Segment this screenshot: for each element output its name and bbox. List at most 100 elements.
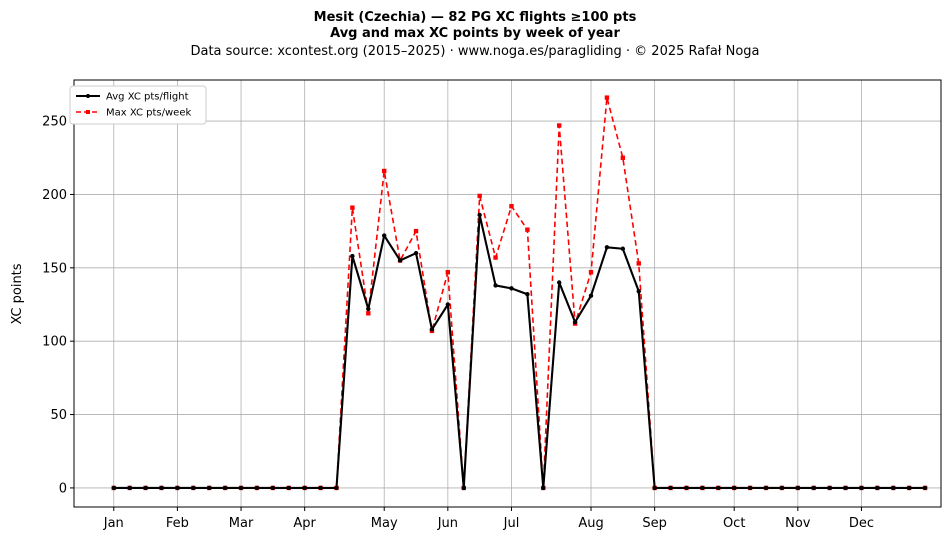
- avg-point: [302, 485, 307, 491]
- legend-box: [69, 85, 207, 125]
- avg-point: [509, 286, 514, 291]
- max-point: [588, 270, 594, 275]
- avg-point: [891, 485, 896, 491]
- x-tick-label-aug: Aug: [578, 516, 603, 531]
- max-point: [366, 311, 371, 316]
- avg-point: [700, 485, 705, 491]
- x-tick-label-dec: Dec: [849, 516, 874, 531]
- avg-point: [493, 283, 498, 288]
- avg-point: [461, 485, 466, 491]
- x-tick-label-jul: Jul: [503, 516, 520, 531]
- grid: [74, 80, 941, 507]
- legend-max-label: Max XC pts/week: [106, 108, 191, 119]
- max-point: [413, 228, 419, 234]
- avg-point: [620, 246, 626, 251]
- x-tick-label-oct: Oct: [723, 516, 745, 531]
- avg-point: [859, 485, 864, 491]
- y-tick-label: 150: [42, 261, 67, 276]
- axes: 0 50 100 150 200 250 Jan Feb Mar Apr May Jun Jul Aug S…: [42, 115, 874, 531]
- x-tick-label-mar: Mar: [229, 516, 254, 531]
- avg-point: [604, 245, 610, 250]
- avg-point: [922, 485, 928, 491]
- avg-point: [429, 327, 435, 332]
- max-point: [382, 168, 387, 174]
- avg-point: [827, 485, 832, 491]
- chart-subtitle: Data source: xcontest.org (2015–2025) · …: [190, 44, 759, 59]
- y-tick-label: 100: [42, 335, 67, 350]
- plot-frame: [73, 79, 942, 508]
- avg-point: [382, 233, 387, 238]
- x-tick-label-sep: Sep: [642, 516, 667, 531]
- avg-point: [318, 485, 323, 491]
- legend-avg-label: Avg XC pts/flight: [106, 92, 189, 103]
- avg-point: [127, 485, 132, 491]
- avg-point: [525, 292, 530, 297]
- avg-point: [477, 212, 482, 218]
- avg-point: [668, 485, 673, 491]
- avg-point: [397, 258, 403, 263]
- max-point: [557, 123, 562, 128]
- avg-point: [175, 485, 180, 491]
- x-tick-label-apr: Apr: [293, 516, 316, 531]
- avg-point: [334, 485, 339, 491]
- x-tick-label-feb: Feb: [166, 516, 189, 531]
- avg-point: [747, 485, 753, 491]
- chart-title-line1: Mesit (Czechia) — 82 PG XC flights ≥100 …: [314, 10, 637, 25]
- avg-point: [541, 485, 546, 491]
- avg-point: [652, 485, 657, 491]
- max-point: [350, 205, 355, 210]
- avg-point: [716, 485, 721, 491]
- legend-avg-marker: [86, 94, 90, 98]
- avg-point: [413, 250, 419, 256]
- max-point: [636, 261, 641, 266]
- x-tick-label-jan: Jan: [103, 516, 124, 531]
- y-tick-label: 200: [42, 188, 67, 203]
- y-axis-label: XC points: [10, 263, 25, 324]
- x-tick-label-jun: Jun: [437, 516, 458, 531]
- avg-point: [111, 485, 116, 491]
- avg-point: [159, 485, 164, 491]
- max-point: [604, 95, 610, 100]
- series-line-max: [113, 96, 926, 489]
- avg-point: [270, 485, 276, 491]
- avg-point: [572, 319, 578, 325]
- avg-point: [222, 485, 228, 491]
- y-tick-label: 0: [59, 481, 67, 496]
- avg-point: [143, 485, 148, 491]
- avg-point: [254, 485, 260, 491]
- y-tick-label: 250: [42, 115, 67, 130]
- series-line-avg: [113, 213, 926, 489]
- avg-point: [731, 485, 737, 491]
- avg-point: [191, 485, 196, 491]
- avg-point: [763, 485, 769, 491]
- max-point: [445, 270, 451, 275]
- legend-max-marker: [86, 110, 90, 114]
- max-point: [620, 155, 626, 160]
- chart-title-line2: Avg and max XC points by week of year: [330, 26, 620, 41]
- avg-point: [366, 306, 371, 312]
- avg-point: [636, 289, 641, 294]
- avg-point: [350, 253, 355, 259]
- y-tick-label: 50: [50, 408, 67, 423]
- avg-point: [207, 485, 212, 491]
- avg-point: [779, 485, 785, 491]
- series-group: [111, 95, 928, 491]
- max-point: [477, 193, 482, 199]
- max-point: [493, 255, 498, 260]
- avg-point: [557, 280, 562, 285]
- legend: Avg XC pts/flight Max XC pts/week: [69, 85, 207, 125]
- x-tick-label-may: May: [371, 516, 398, 531]
- avg-point: [875, 485, 880, 491]
- x-tick-label-nov: Nov: [785, 516, 811, 531]
- avg-point: [238, 485, 244, 491]
- avg-point: [795, 485, 801, 491]
- avg-point: [445, 302, 451, 307]
- avg-point: [286, 485, 291, 491]
- max-point: [525, 227, 530, 232]
- avg-point: [906, 485, 912, 491]
- max-point: [509, 203, 514, 209]
- avg-point: [684, 485, 689, 491]
- avg-point: [843, 485, 848, 491]
- avg-point: [588, 293, 594, 298]
